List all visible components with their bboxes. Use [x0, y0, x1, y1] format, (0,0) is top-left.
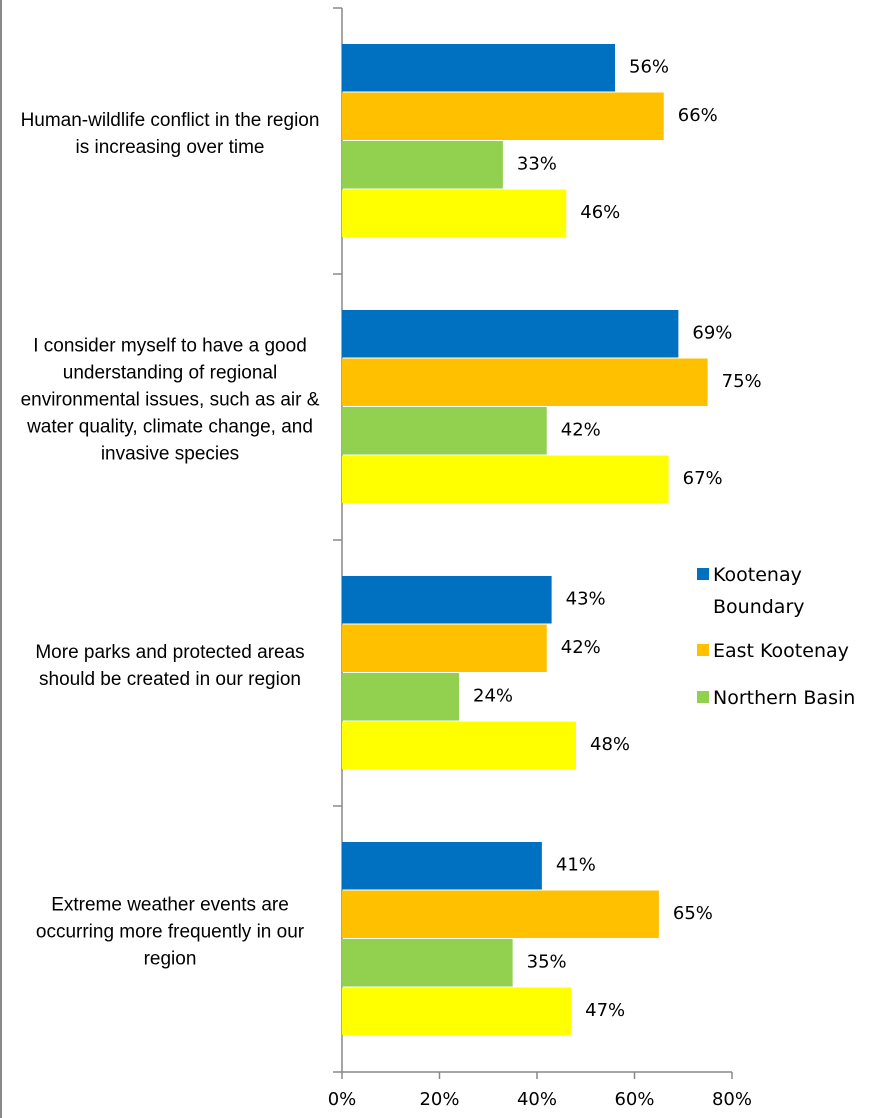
data-label: 42% — [561, 637, 601, 658]
bar — [342, 890, 659, 938]
bar — [342, 310, 679, 358]
legend-label: Northern Basin — [713, 687, 856, 709]
bar — [342, 842, 542, 890]
x-tick-label: 80% — [712, 1089, 752, 1110]
legend-swatch — [697, 568, 709, 580]
legend-label: East Kootenay — [713, 640, 849, 662]
data-label: 75% — [722, 371, 762, 392]
x-tick-label: 40% — [517, 1089, 557, 1110]
bar — [342, 358, 708, 406]
bar — [342, 987, 572, 1035]
data-label: 42% — [561, 419, 601, 440]
legend-item: Northern Basin — [697, 685, 855, 714]
bar — [342, 455, 669, 503]
bar — [342, 141, 503, 189]
data-label: 56% — [629, 56, 669, 77]
data-label: 65% — [673, 903, 713, 924]
bar — [342, 576, 552, 624]
bar — [342, 44, 615, 92]
legend-label: Kootenay Boundary — [713, 564, 805, 618]
data-label: 47% — [585, 1000, 625, 1021]
bar — [342, 407, 547, 455]
legend-item: Kootenay Boundary — [697, 562, 883, 623]
bar — [342, 189, 567, 237]
bar — [342, 92, 664, 140]
category-label: Human-wildlife conflict in the region is… — [20, 110, 320, 158]
data-label: 46% — [580, 202, 620, 223]
data-label: 43% — [566, 588, 606, 609]
x-tick-label: 60% — [614, 1089, 654, 1110]
category-label: More parks and protected areas should be… — [35, 642, 305, 690]
legend-swatch — [697, 644, 709, 656]
x-tick-label: 20% — [419, 1089, 459, 1110]
bar — [342, 939, 513, 987]
x-tick-label: 0% — [328, 1089, 357, 1110]
bar — [342, 673, 459, 721]
category-label: I consider myself to have a good underst… — [20, 335, 320, 465]
data-label: 67% — [683, 468, 723, 489]
legend-item: East Kootenay — [697, 638, 849, 667]
data-label: 66% — [678, 105, 718, 126]
data-label: 24% — [473, 685, 513, 706]
bar — [342, 624, 547, 672]
data-label: 35% — [527, 951, 567, 972]
data-label: 41% — [556, 854, 596, 875]
data-label: 69% — [692, 322, 732, 343]
data-label: 33% — [517, 153, 557, 174]
data-label: 48% — [590, 734, 630, 755]
category-label: Extreme weather events are occurring mor… — [35, 894, 305, 970]
bar — [342, 721, 576, 769]
legend-swatch — [697, 691, 709, 703]
